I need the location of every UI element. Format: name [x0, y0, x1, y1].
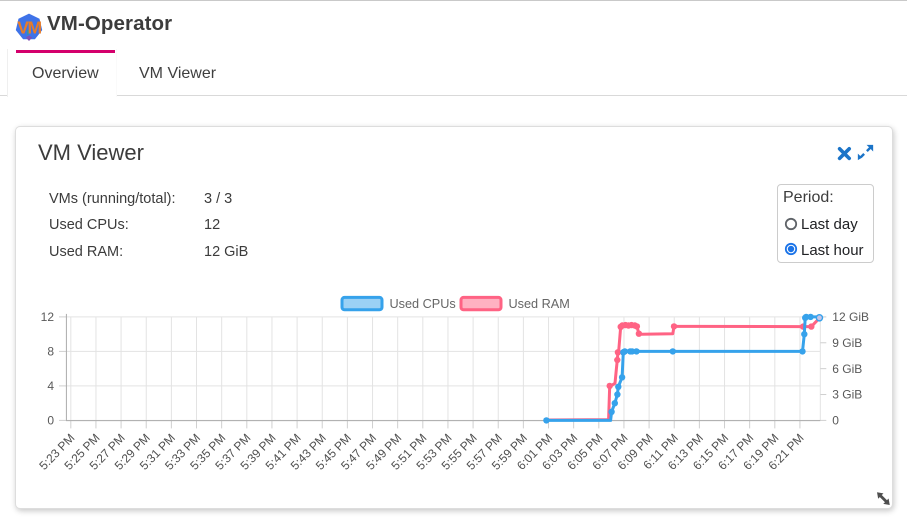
svg-text:12: 12	[41, 310, 55, 324]
svg-text:4: 4	[47, 379, 54, 393]
svg-text:0: 0	[832, 414, 839, 428]
svg-text:3 GiB: 3 GiB	[832, 388, 862, 402]
svg-text:0: 0	[47, 414, 54, 428]
svg-text:Used CPUs: Used CPUs	[390, 297, 456, 311]
svg-text:VM: VM	[17, 17, 41, 37]
svg-text:Used RAM: Used RAM	[509, 297, 570, 311]
svg-text:9 GiB: 9 GiB	[832, 336, 862, 350]
svg-text:8: 8	[47, 345, 54, 359]
svg-text:12 GiB: 12 GiB	[832, 310, 869, 324]
svg-text:6 GiB: 6 GiB	[832, 362, 862, 376]
